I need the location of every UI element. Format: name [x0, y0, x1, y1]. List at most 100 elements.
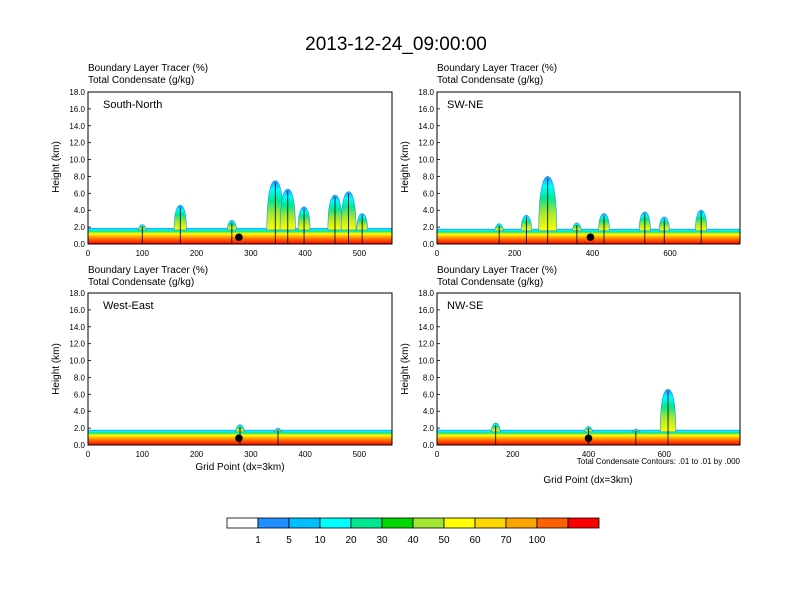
x-tick-label: 500 [353, 450, 367, 459]
y-tick-label: 10.0 [69, 156, 85, 165]
y-tick-label: 6.0 [74, 189, 86, 198]
x-tick-label: 0 [435, 249, 440, 258]
panel-label: West-East [103, 300, 154, 312]
panel-subtitle-tracer: Boundary Layer Tracer (%) [437, 63, 557, 74]
colorbar-label: 60 [469, 535, 481, 546]
panel-label: SW-NE [447, 99, 483, 111]
y-tick-label: 12.0 [69, 340, 85, 349]
panel-subtitle-tracer: Boundary Layer Tracer (%) [437, 265, 557, 276]
y-tick-label: 8.0 [423, 373, 435, 382]
x-tick-label: 400 [582, 450, 596, 459]
y-tick-label: 10.0 [418, 357, 434, 366]
y-tick-label: 16.0 [69, 105, 85, 114]
colorbar-box [257, 517, 290, 529]
location-marker [235, 434, 243, 443]
y-tick-label: 4.0 [74, 407, 86, 416]
y-tick-label: 14.0 [69, 122, 85, 131]
x-tick-label: 400 [298, 450, 312, 459]
y-tick-label: 12.0 [69, 139, 85, 148]
plot-frame [87, 91, 393, 245]
colorbar-box [412, 517, 445, 529]
colorbar-labels: 1 5 10 20 30 40 50 60 70 100 [255, 535, 546, 546]
x-axis-title: Grid Point (dx=3km) [543, 475, 632, 486]
colorbar-label: 100 [529, 535, 546, 546]
panel-subtitle-condensate: Total Condensate (g/kg) [437, 75, 543, 86]
plot-area [88, 424, 392, 445]
y-tick-label: 8.0 [74, 172, 86, 181]
y-tick-label: 2.0 [423, 223, 435, 232]
colorbar-label: 40 [407, 535, 419, 546]
x-tick-label: 0 [86, 249, 91, 258]
x-axis-title: Grid Point (dx=3km) [195, 462, 284, 473]
y-tick-label: 10.0 [69, 357, 85, 366]
colorbar-box [474, 517, 507, 529]
colorbar-label: 1 [255, 535, 261, 546]
x-tick-label: 400 [586, 249, 600, 258]
x-tick-label: 600 [658, 450, 672, 459]
colorbar-box [381, 517, 414, 529]
colorbar: 1 5 10 20 30 40 50 60 70 100 [226, 517, 600, 546]
figure-title: 2013-12-24_09:00:00 [305, 34, 487, 55]
colorbar-box [226, 517, 259, 529]
panel-sw-ne: Boundary Layer Tracer (%) Total Condensa… [400, 63, 741, 258]
panel-subtitle-condensate: Total Condensate (g/kg) [88, 277, 194, 288]
plot-frame [87, 292, 393, 446]
plot-area [437, 388, 740, 445]
y-tick-label: 8.0 [423, 172, 435, 181]
y-tick-label: 14.0 [69, 323, 85, 332]
x-tick-label: 100 [136, 249, 150, 258]
y-tick-label: 12.0 [418, 139, 434, 148]
x-tick-label: 600 [663, 249, 677, 258]
y-tick-label: 10.0 [418, 156, 434, 165]
colorbar-label: 5 [286, 535, 292, 546]
y-tick-label: 18.0 [418, 88, 434, 97]
panel-south-north: Boundary Layer Tracer (%) Total Condensa… [51, 63, 393, 258]
x-tick-label: 0 [435, 450, 440, 459]
y-tick-label: 8.0 [74, 373, 86, 382]
y-tick-label: 16.0 [418, 105, 434, 114]
y-tick-label: 4.0 [74, 206, 86, 215]
x-tick-label: 300 [244, 249, 258, 258]
y-tick-label: 0.0 [423, 441, 435, 450]
panel-label: South-North [103, 99, 162, 111]
colorbar-box [288, 517, 321, 529]
colorbar-box [319, 517, 352, 529]
x-tick-label: 400 [298, 249, 312, 258]
y-tick-label: 18.0 [418, 289, 434, 298]
plot-frame [436, 91, 741, 245]
panel-subtitle-tracer: Boundary Layer Tracer (%) [88, 63, 208, 74]
location-marker [235, 233, 243, 242]
colorbar-box [350, 517, 383, 529]
plot-area [88, 180, 392, 244]
x-tick-label: 200 [508, 249, 522, 258]
y-tick-label: 16.0 [418, 306, 434, 315]
x-tick-label: 300 [244, 450, 258, 459]
y-tick-label: 0.0 [74, 441, 86, 450]
x-tick-label: 200 [506, 450, 520, 459]
colorbar-label: 50 [438, 535, 450, 546]
plume [631, 428, 641, 433]
panel-west-east: Boundary Layer Tracer (%) Total Condensa… [51, 265, 393, 473]
x-tick-label: 0 [86, 450, 91, 459]
y-tick-label: 14.0 [418, 323, 434, 332]
colorbar-box [567, 517, 600, 529]
panel-subtitle-condensate: Total Condensate (g/kg) [88, 75, 194, 86]
y-axis-title: Height (km) [51, 343, 62, 395]
colorbar-label: 30 [376, 535, 388, 546]
colorbar-box [505, 517, 538, 529]
colorbar-boxes [226, 517, 600, 529]
x-tick-label: 200 [190, 249, 204, 258]
y-axis-title: Height (km) [400, 141, 411, 193]
contour-note: Total Condensate Contours: .01 to .01 by… [577, 457, 741, 466]
y-tick-label: 18.0 [69, 289, 85, 298]
y-tick-label: 4.0 [423, 407, 435, 416]
colorbar-label: 20 [345, 535, 357, 546]
y-tick-labels: 0.0 2.0 4.0 6.0 8.0 10.0 12.0 14.0 16.0 18.0 [418, 289, 440, 450]
plot-frame [436, 292, 741, 446]
x-tick-label: 200 [190, 450, 204, 459]
panel-nw-se: Boundary Layer Tracer (%) Total Condensa… [400, 265, 741, 486]
y-tick-label: 6.0 [423, 390, 435, 399]
x-tick-label: 500 [353, 249, 367, 258]
y-axis-title: Height (km) [400, 343, 411, 395]
